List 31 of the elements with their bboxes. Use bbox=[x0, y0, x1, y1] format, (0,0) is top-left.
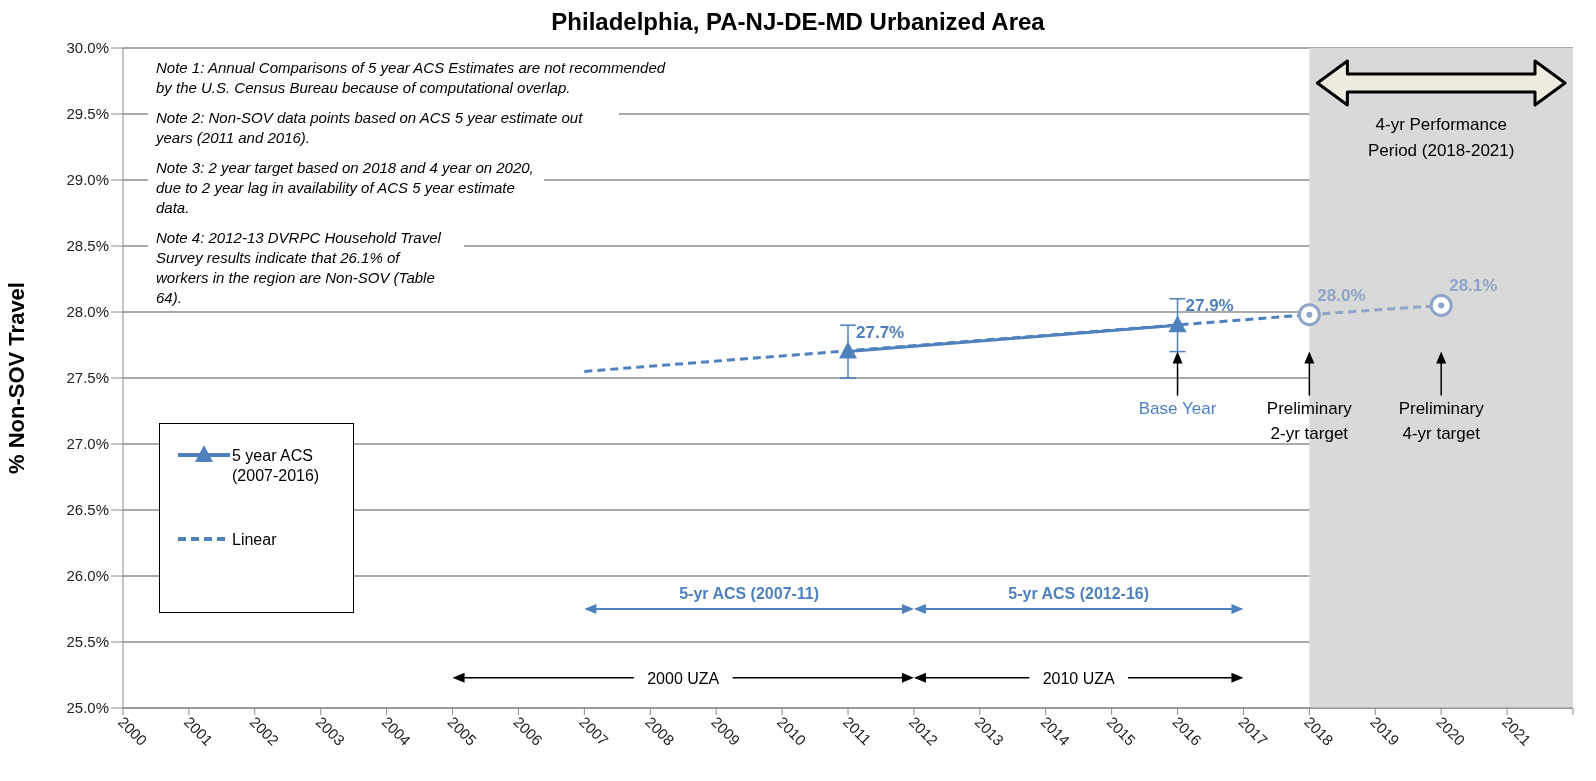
annotation: Note 3: 2 year target based on 2018 and 4 year on 2020, due to 2 year lag in availability of ACS 5 year estimate data. bbox=[148, 156, 544, 220]
band-label: 4-yr Performance Period (2018-2021) bbox=[1367, 115, 1515, 160]
legend-label: Linear bbox=[232, 530, 277, 550]
y-tick-label: 29.0% bbox=[66, 171, 109, 189]
data-label: 27.9% bbox=[1185, 296, 1234, 316]
annotation: 2010 UZA bbox=[1042, 669, 1116, 687]
annotation: 2000 UZA bbox=[647, 669, 720, 687]
y-axis-title: % Non-SOV Travel bbox=[3, 282, 29, 474]
annotation: Note 4: 2012-13 DVRPC Household Travel Survey results indicate that 26.1% of workers in the region are Non-SOV (Table 64). bbox=[148, 226, 464, 310]
annotation: Preliminary 4-yr target bbox=[1398, 398, 1485, 443]
y-tick-label: 27.5% bbox=[66, 369, 109, 387]
y-tick-label: 29.5% bbox=[66, 105, 109, 123]
y-tick-label: 27.0% bbox=[66, 435, 109, 453]
y-tick-label: 30.0% bbox=[66, 39, 109, 57]
data-label: 27.7% bbox=[856, 322, 905, 342]
data-label: 28.0% bbox=[1317, 285, 1366, 305]
y-tick-label: 25.0% bbox=[66, 699, 109, 717]
y-tick-label: 26.0% bbox=[66, 567, 109, 585]
annotation: 5-yr ACS (2007-11) bbox=[679, 585, 820, 602]
legend-label: 5 year ACS (2007-2016) bbox=[232, 446, 320, 486]
annotation: Base Year bbox=[1138, 398, 1217, 418]
chart-title: Philadelphia, PA-NJ-DE-MD Urbanized Area bbox=[550, 8, 1046, 36]
y-tick-label: 25.5% bbox=[66, 633, 109, 651]
annotation: 5-yr ACS (2012-16) bbox=[1008, 585, 1150, 602]
annotation: Preliminary 2-yr target bbox=[1266, 398, 1353, 443]
data-label: 28.1% bbox=[1449, 276, 1498, 296]
y-tick-label: 28.0% bbox=[66, 303, 109, 321]
annotation: Note 2: Non-SOV data points based on ACS 5 year estimate out years (2011 and 2016). bbox=[148, 106, 619, 150]
y-tick-label: 26.5% bbox=[66, 501, 109, 519]
y-tick-label: 28.5% bbox=[66, 237, 109, 255]
annotation: Note 1: Annual Comparisons of 5 year ACS Estimates are not recommended by the U.S. Census Bureau because of computational overlap. bbox=[148, 56, 684, 100]
